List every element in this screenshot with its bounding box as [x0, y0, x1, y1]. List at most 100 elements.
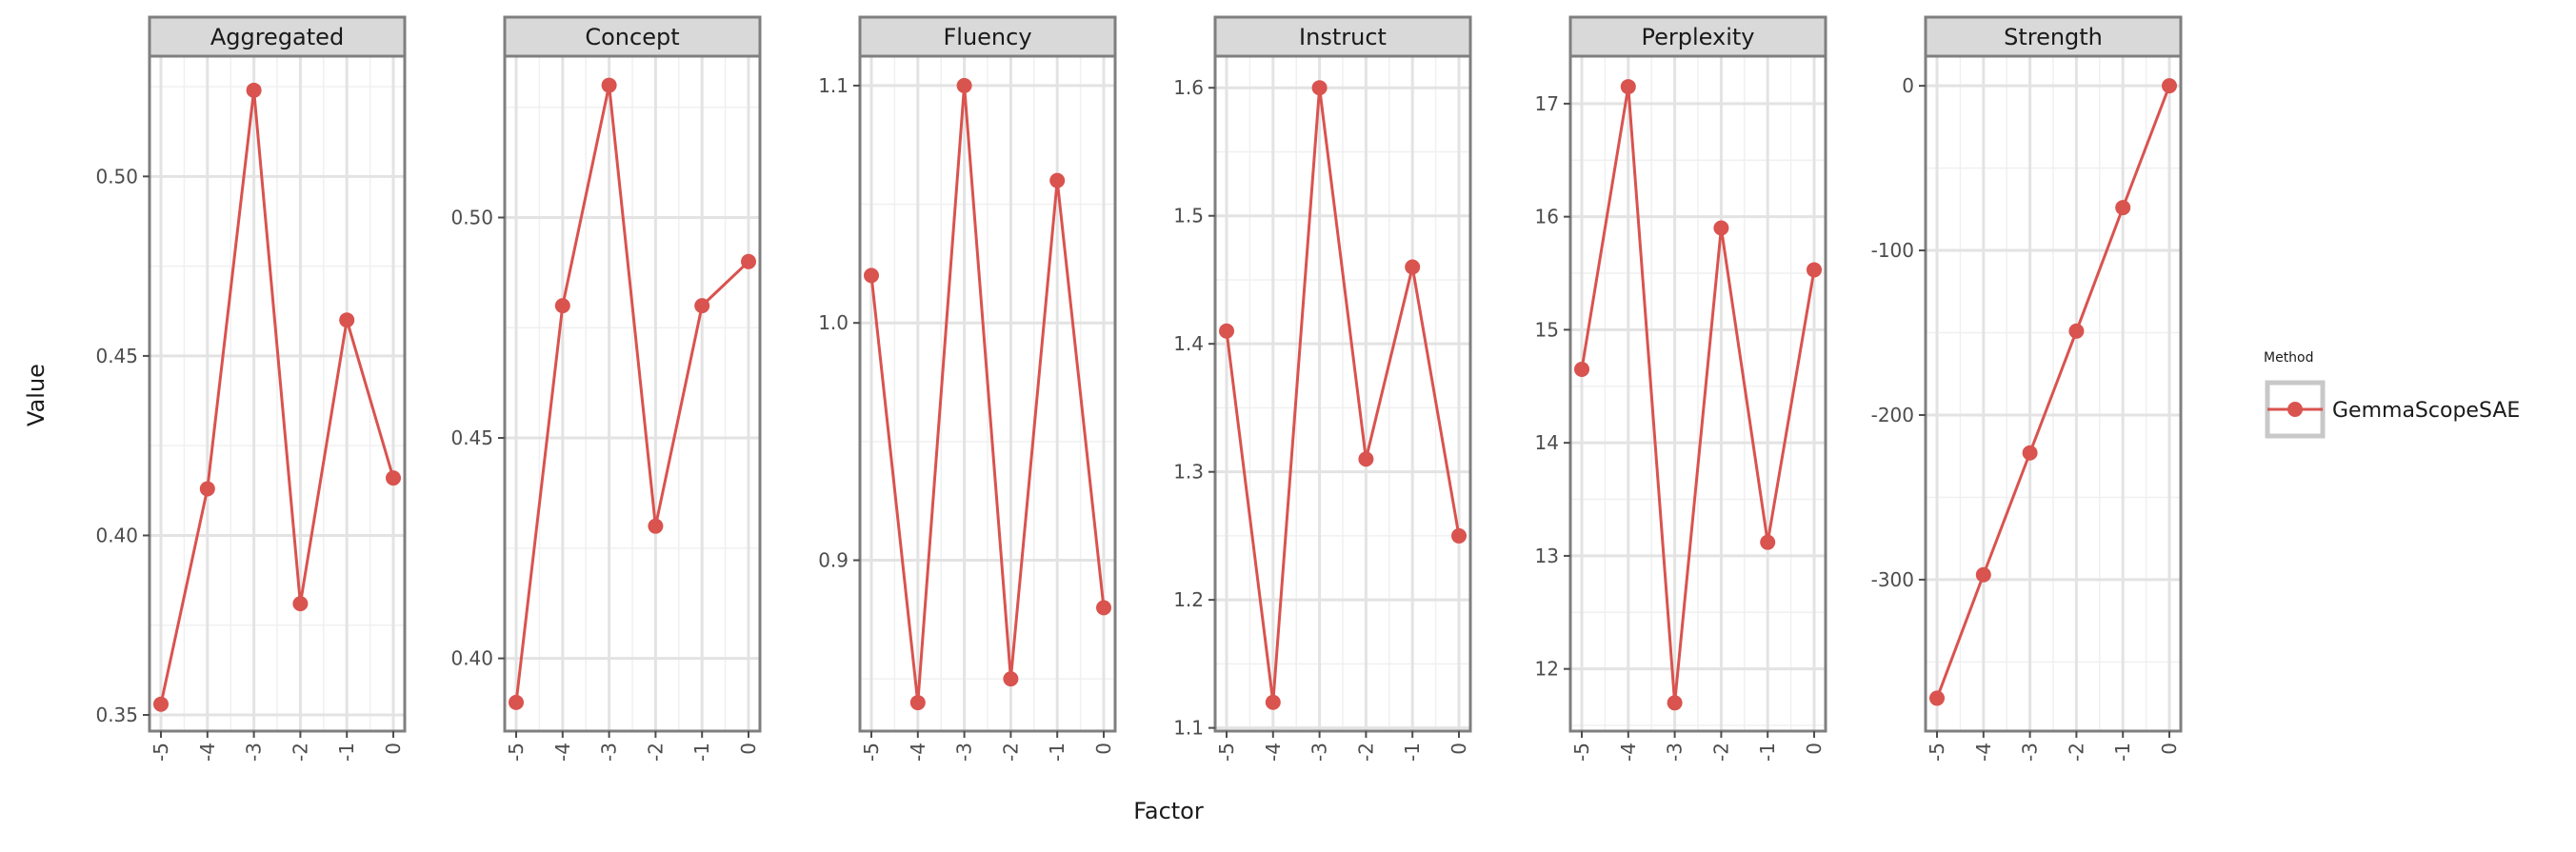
series-line — [159, 89, 395, 705]
x-tick-label: -4 — [551, 743, 574, 762]
x-tick-label: -5 — [1215, 743, 1238, 762]
y-tick-label: 0.9 — [818, 549, 849, 572]
y-tick-label: 0.35 — [95, 703, 138, 726]
panel-strip — [1568, 15, 1827, 58]
panel-title: Aggregated — [210, 24, 344, 50]
panel-perplexity: Perplexity 12 13 14 15 16 17 -5 -4 -3 -2 -1 0 — [1535, 15, 1827, 762]
x-tick-label: -2 — [2065, 743, 2087, 762]
panels-layer: Aggregated 0.35 0.40 0.45 0.50 -5 -4 -3 -2 -1 0 Con… — [95, 15, 2183, 762]
data-point — [153, 696, 169, 712]
x-tick-label: -3 — [243, 743, 266, 762]
y-tick-label: 12 — [1535, 658, 1559, 681]
x-tick-label: -3 — [1664, 743, 1687, 762]
data-point — [909, 695, 926, 711]
data-point — [2068, 323, 2085, 339]
x-tick-label: -2 — [999, 743, 1022, 762]
x-axis-title: Factor — [1133, 798, 1204, 824]
data-point — [1975, 566, 1991, 583]
panel-strip — [1213, 15, 1472, 58]
y-tick-label: 0 — [1902, 74, 1914, 97]
panel-strip — [858, 15, 1117, 58]
panel-strip — [1924, 15, 2183, 58]
panel-strip — [148, 15, 407, 58]
y-axis-title: Value — [23, 364, 50, 426]
x-tick-label: -2 — [1709, 743, 1732, 762]
data-point — [1760, 534, 1776, 550]
panel-title: Strength — [2004, 24, 2103, 50]
y-tick-label: 15 — [1535, 318, 1559, 341]
data-point — [1219, 323, 1234, 339]
y-tick-label: 1.3 — [1173, 461, 1204, 484]
y-tick-label: 1.6 — [1173, 76, 1204, 99]
panel-title: Concept — [585, 24, 679, 50]
x-tick-label: -1 — [1401, 743, 1424, 762]
data-point — [956, 77, 972, 93]
x-tick-label: -4 — [1262, 743, 1285, 762]
x-tick-label: -5 — [860, 743, 883, 762]
y-tick-label: 0.45 — [450, 426, 493, 449]
data-point — [554, 298, 570, 314]
data-point — [648, 518, 664, 534]
panel-title: Instruct — [1299, 24, 1387, 50]
y-tick-label: 16 — [1535, 206, 1559, 228]
x-tick-label: -3 — [953, 743, 976, 762]
panel-title: Perplexity — [1642, 24, 1755, 50]
x-tick-label: 0 — [2158, 743, 2181, 755]
legend-title: Method — [2264, 350, 2314, 366]
data-point — [1574, 361, 1589, 377]
data-point — [246, 82, 262, 98]
data-point — [1049, 172, 1066, 188]
data-point — [2115, 200, 2131, 216]
data-point — [199, 481, 215, 497]
y-tick-label: 0.50 — [450, 206, 493, 228]
series-line — [1935, 85, 2171, 699]
panel-strip — [503, 15, 762, 58]
x-tick-label: -4 — [196, 743, 219, 762]
data-point — [864, 267, 879, 284]
data-point — [2022, 445, 2038, 461]
data-point — [1311, 80, 1328, 96]
x-tick-label: -4 — [907, 743, 929, 762]
data-point — [1713, 220, 1729, 236]
x-tick-label: -3 — [2019, 743, 2042, 762]
legend: Method GemmaScopeSAE — [2264, 350, 2520, 439]
y-tick-label: 13 — [1535, 545, 1559, 567]
y-tick-label: 1.1 — [1173, 717, 1204, 740]
x-tick-label: 0 — [1803, 743, 1826, 755]
series-line — [1225, 86, 1461, 704]
y-tick-label: -200 — [1871, 404, 1914, 426]
data-point — [1620, 79, 1636, 95]
y-tick-label: 14 — [1535, 431, 1559, 454]
panel-strength: Strength -300 -200 -100 0 -5 -4 -3 -2 -1 0 — [1871, 15, 2183, 762]
x-tick-label: -1 — [2111, 743, 2134, 762]
y-tick-label: 0.40 — [450, 647, 493, 670]
legend-label: GemmaScopeSAE — [2332, 399, 2520, 423]
x-tick-label: -4 — [1972, 743, 1995, 762]
x-tick-label: -5 — [150, 743, 172, 762]
y-tick-label: 0.45 — [95, 345, 138, 367]
y-tick-label: 1.0 — [818, 311, 849, 334]
data-point — [1929, 690, 1945, 706]
y-tick-label: -100 — [1871, 239, 1914, 262]
data-point — [386, 470, 401, 486]
x-tick-label: 0 — [1448, 743, 1470, 755]
panel-fluency: Fluency 0.9 1.0 1.1 -5 -4 -3 -2 -1 0 — [818, 15, 1117, 762]
x-tick-label: -5 — [1570, 743, 1593, 762]
x-tick-label: 0 — [737, 743, 760, 755]
data-point — [1265, 694, 1281, 710]
data-point — [339, 312, 355, 328]
data-point — [694, 298, 710, 314]
x-tick-label: -2 — [1354, 743, 1377, 762]
panel-concept: Concept 0.40 0.45 0.50 -5 -4 -3 -2 -1 0 — [450, 15, 762, 762]
x-tick-label: -3 — [598, 743, 621, 762]
y-tick-label: 1.5 — [1173, 205, 1204, 228]
y-tick-label: 1.4 — [1173, 332, 1204, 355]
x-tick-label: -1 — [1046, 743, 1068, 762]
data-point — [1003, 671, 1019, 687]
data-point — [509, 694, 524, 710]
data-point — [1096, 600, 1111, 616]
data-point — [1451, 527, 1467, 544]
x-tick-label: -2 — [644, 743, 667, 762]
legend-key-point — [2287, 402, 2303, 417]
